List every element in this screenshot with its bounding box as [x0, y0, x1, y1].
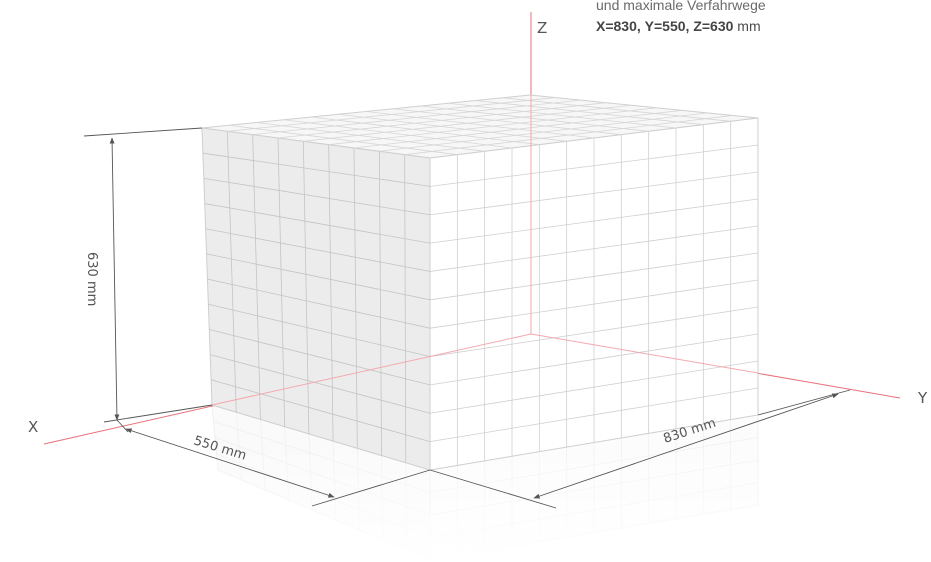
workspace-box [201, 94, 759, 471]
reflection-fade [180, 455, 800, 562]
depth-dimension-line [125, 428, 335, 498]
front-grid-row [429, 198, 759, 244]
top-grid-row [393, 108, 622, 136]
x-axis-label: X [28, 418, 38, 436]
top-grid-row [256, 122, 485, 152]
top-grid-row [283, 119, 513, 149]
side-grid-col [277, 137, 286, 427]
side-grid-col [302, 141, 310, 434]
front-grid-row [429, 360, 759, 414]
depth-extension-right [311, 469, 431, 507]
width-dimension-line [533, 393, 839, 499]
side-grid-row [208, 303, 431, 357]
top-grid-row [447, 102, 677, 129]
top-grid-row [338, 113, 567, 142]
side-grid-col [252, 134, 261, 420]
front-grid-row [429, 144, 759, 187]
height-extension-bottom [103, 404, 213, 423]
side-grid-row [207, 278, 431, 329]
caption-values: X=830, Y=550, Z=630 mm [596, 16, 766, 37]
x-axis-inner [211, 333, 532, 406]
caption-value-x: X=830, [596, 18, 641, 34]
y-axis-inner [530, 333, 759, 374]
top-grid-row [365, 111, 595, 139]
top-grid-row [475, 100, 704, 126]
front-grid-row [429, 252, 759, 301]
side-grid-row [202, 152, 431, 187]
caption: und maximale Verfahrwege X=830, Y=550, Z… [596, 0, 766, 37]
front-grid-row [429, 171, 759, 216]
side-grid-col [353, 147, 358, 449]
height-dimension [83, 127, 213, 423]
height-dimension-line [109, 137, 120, 421]
side-grid-row [210, 379, 431, 443]
width-dimension [429, 389, 851, 509]
side-grid-col [226, 131, 237, 413]
top-grid-row [502, 97, 731, 122]
side-grid-col [378, 151, 382, 456]
side-grid-col [404, 154, 407, 463]
caption-value-y: Y=550, [644, 18, 690, 34]
width-extension-right [757, 389, 851, 416]
top-grid-row [420, 105, 649, 132]
top-grid-row [229, 124, 458, 156]
width-extension-left [429, 469, 557, 509]
z-axis-label: Z [537, 19, 547, 37]
depth-dimension [116, 419, 431, 507]
side-grid-row [205, 228, 431, 272]
caption-unit: mm [737, 18, 761, 34]
side-grid-row [210, 354, 431, 414]
side-grid-col [328, 144, 334, 442]
front-grid-row [429, 225, 759, 272]
front-grid-row [429, 279, 759, 329]
front-grid-row [429, 333, 759, 386]
depth-extension-left [116, 419, 129, 433]
caption-heading: und maximale Verfahrwege [596, 0, 766, 13]
side-grid-row [209, 329, 431, 386]
front-grid-row [429, 306, 759, 357]
side-grid-row [204, 203, 431, 244]
caption-value-z: Z=630 [693, 18, 734, 34]
side-grid-row [203, 177, 431, 216]
side-grid-row [206, 253, 431, 301]
height-extension-top [83, 127, 203, 137]
top-grid-row [311, 116, 540, 146]
height-dimension-label: 630 mm [84, 252, 99, 306]
y-axis-label: Y [917, 389, 928, 407]
